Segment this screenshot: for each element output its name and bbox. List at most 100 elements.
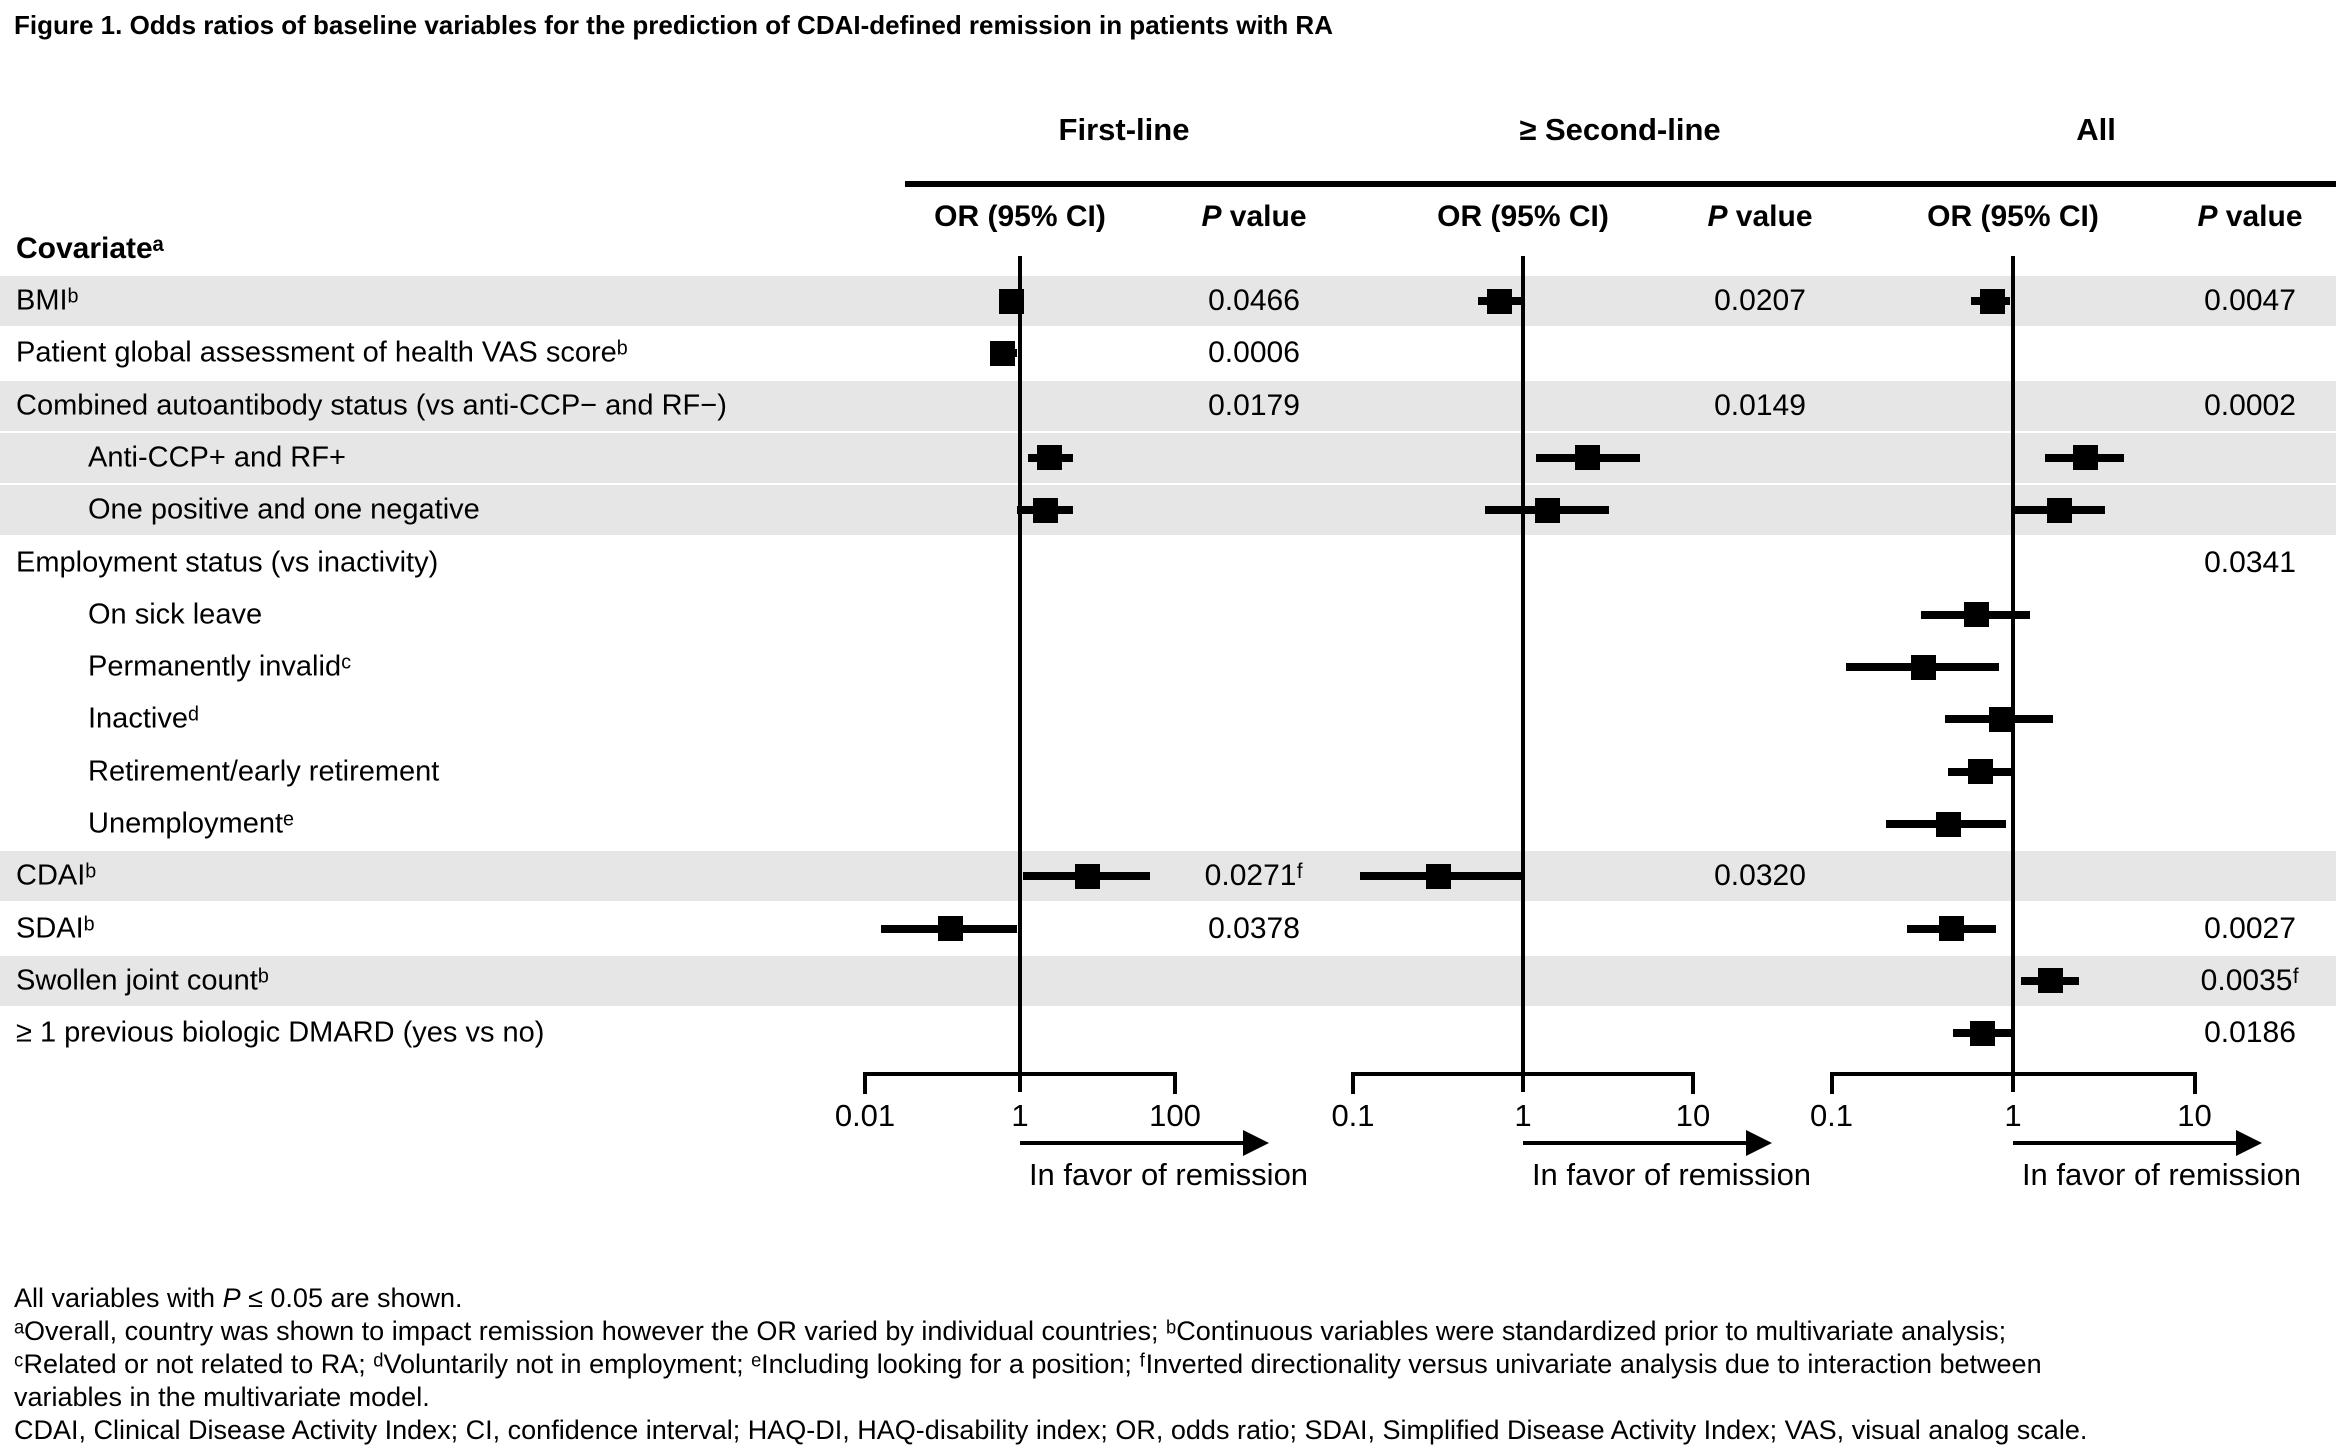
footnote-line-4: variables in the multivariate model.	[14, 1382, 430, 1412]
axis-tick	[1691, 1072, 1695, 1094]
forest-point	[937, 916, 963, 942]
or-column-header: OR (95% CI)	[1927, 200, 2099, 233]
row-label: Combined autoantibody status (vs anti-CC…	[16, 389, 727, 422]
p-value: 0.0186	[2204, 1016, 2296, 1050]
p-value: 0.0179	[1208, 388, 1300, 422]
forest-point	[1575, 445, 1601, 471]
row-stripe	[0, 380, 2336, 431]
axis-tick-label: 10	[2177, 1098, 2212, 1133]
row-stripe	[0, 485, 2336, 536]
forest-point	[1967, 759, 1993, 785]
forest-point	[2037, 968, 2063, 994]
axis-tick	[1173, 1072, 1177, 1094]
or-column-header: OR (95% CI)	[1437, 200, 1609, 233]
reference-line	[1521, 256, 1525, 1092]
p-rest: value	[2217, 200, 2303, 233]
axis-tick-label: 0.1	[1809, 1098, 1854, 1133]
p-value: 0.0466	[1208, 284, 1300, 317]
favor-arrow	[2013, 1141, 2238, 1145]
forest-point	[1487, 288, 1513, 314]
forest-point	[1979, 288, 2005, 314]
forest-point	[999, 288, 1025, 314]
row-label: Swollen joint countᵇ	[16, 964, 269, 997]
axis-tick	[863, 1072, 867, 1094]
footnote-text: ≤ 0.05 are shown.	[240, 1283, 463, 1313]
footnote-text: All variables with	[14, 1283, 223, 1313]
axis-tick-label: 100	[1149, 1098, 1201, 1133]
row-label: Permanently invalidᶜ	[88, 650, 352, 683]
p-italic: P	[2197, 200, 2218, 233]
axis-tick	[1829, 1072, 1834, 1094]
forest-point	[1426, 863, 1452, 889]
footnote-line-1: All variables with P ≤ 0.05 are shown.	[14, 1283, 463, 1314]
footnote-line-3: ᶜRelated or not related to RA; ᵈVoluntar…	[14, 1349, 2042, 1379]
forest-point	[1964, 602, 1990, 628]
panel-group-label: ≥ Second-line	[1519, 112, 1721, 147]
footnote-line-2: ᵃOverall, country was shown to impact re…	[14, 1316, 2007, 1346]
or-column-header: OR (95% CI)	[934, 200, 1106, 233]
panel-group-label: First-line	[1058, 112, 1190, 147]
forest-point	[1910, 654, 1936, 680]
axis-tick	[1351, 1072, 1355, 1094]
forest-point	[989, 340, 1015, 366]
p-value: 0.0378	[1208, 911, 1300, 945]
p-value: 0.0207	[1714, 284, 1806, 317]
p-value: 0.0341	[2204, 545, 2296, 579]
favor-arrow	[1523, 1141, 1748, 1145]
row-label: SDAIᵇ	[16, 912, 95, 945]
row-label: BMIᵇ	[16, 284, 79, 317]
p-rest: value	[1221, 200, 1307, 233]
row-label: Inactiveᵈ	[88, 702, 199, 735]
p-value: 0.0002	[2204, 388, 2296, 422]
reference-line	[2011, 256, 2015, 1092]
favor-arrow-label: In favor of remission	[1028, 1157, 1309, 1192]
axis-tick-label: 10	[1675, 1098, 1711, 1133]
axis-tick-label: 1	[2004, 1098, 2022, 1133]
panel-group-label: All	[2076, 112, 2116, 147]
p-value: 0.0006	[1208, 336, 1300, 370]
forest-point	[1935, 811, 1961, 837]
row-stripe	[0, 851, 2336, 902]
favor-arrow-label: In favor of remission	[1531, 1157, 1812, 1192]
p-value: 0.0035ᶠ	[2200, 963, 2300, 997]
forest-point	[1075, 863, 1101, 889]
forest-point	[2072, 445, 2098, 471]
forest-point	[1036, 445, 1062, 471]
axis-tick-label: 1	[1514, 1098, 1532, 1133]
p-value-column-header: P value	[1201, 200, 1306, 234]
favor-arrow-head	[2236, 1130, 2262, 1156]
row-label: Patient global assessment of health VAS …	[16, 336, 628, 369]
row-label: ≥ 1 previous biologic DMARD (yes vs no)	[16, 1016, 545, 1049]
p-value: 0.0027	[2204, 911, 2296, 945]
forest-point	[1970, 1020, 1996, 1046]
row-label: Unemploymentᵉ	[88, 807, 294, 840]
row-label: CDAIᵇ	[16, 859, 97, 892]
row-label: On sick leave	[88, 598, 263, 631]
axis-line	[1831, 1072, 2195, 1076]
footnote-line-5: CDAI, Clinical Disease Activity Index; C…	[14, 1415, 2088, 1445]
row-label: One positive and one negative	[88, 493, 480, 526]
p-italic: P	[1707, 200, 1728, 233]
favor-arrow-head	[1243, 1130, 1269, 1156]
row-stripe	[0, 955, 2336, 1006]
axis-tick-label: 1	[1011, 1098, 1029, 1133]
p-italic: P	[1201, 200, 1222, 233]
forest-point	[1939, 916, 1965, 942]
row-stripe	[0, 432, 2336, 483]
row-label: Employment status (vs inactivity)	[16, 546, 439, 578]
row-label: Retirement/early retirement	[88, 755, 440, 788]
footnote-p-italic: P	[222, 1283, 241, 1313]
favor-arrow	[1020, 1141, 1245, 1145]
axis-tick-label: 0.1	[1331, 1098, 1375, 1133]
forest-point	[1988, 706, 2014, 732]
p-value-column-header: P value	[1707, 200, 1812, 234]
p-value: 0.0271ᶠ	[1204, 859, 1304, 893]
p-rest: value	[1727, 200, 1813, 233]
row-stripe	[0, 276, 2336, 326]
p-value-column-header: P value	[2197, 200, 2302, 234]
covariate-column-header: Covariateᵃ	[16, 232, 165, 265]
p-value: 0.0149	[1714, 388, 1806, 422]
forest-point	[1535, 497, 1561, 523]
